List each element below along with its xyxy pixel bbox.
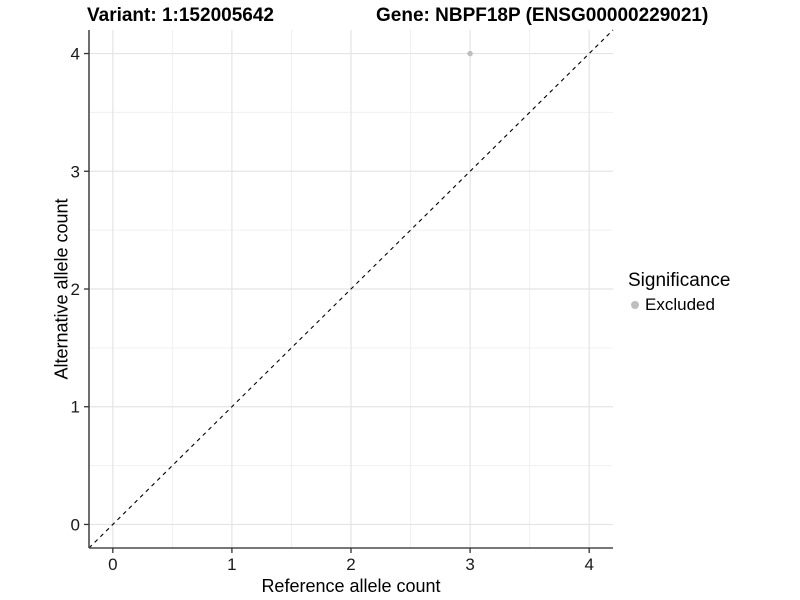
x-tick-label: 3 (465, 555, 474, 574)
legend-title: Significance (628, 270, 731, 291)
y-tick-label: 1 (71, 398, 80, 417)
y-tick-label: 2 (71, 280, 80, 299)
plot-panel: 0 1 2 3 4 0 1 2 3 4 (71, 29, 614, 574)
x-tick-label: 0 (108, 555, 117, 574)
y-tick-label: 0 (71, 515, 80, 534)
legend-entry-label: Excluded (645, 295, 715, 314)
legend: Significance Excluded (628, 270, 730, 315)
x-tick-label: 4 (584, 555, 593, 574)
x-axis-title: Reference allele count (261, 576, 441, 596)
variant-title: Variant: 1:152005642 (87, 5, 274, 26)
y-tick-label: 4 (71, 45, 80, 64)
data-point (467, 50, 473, 57)
legend-key-dot-icon (631, 301, 639, 309)
y-tick-label: 3 (71, 162, 80, 181)
x-tick-label: 1 (227, 555, 236, 574)
gene-title: Gene: NBPF18P (ENSG00000229021) (376, 5, 709, 26)
y-axis-title: Alternative allele count (51, 198, 72, 380)
x-tick-label: 2 (346, 555, 355, 574)
legend-entry-excluded: Excluded (628, 295, 730, 315)
identity-dashed-line (88, 29, 614, 549)
scatter-plot-svg: 0 1 2 3 4 0 1 2 3 4 (71, 29, 614, 574)
